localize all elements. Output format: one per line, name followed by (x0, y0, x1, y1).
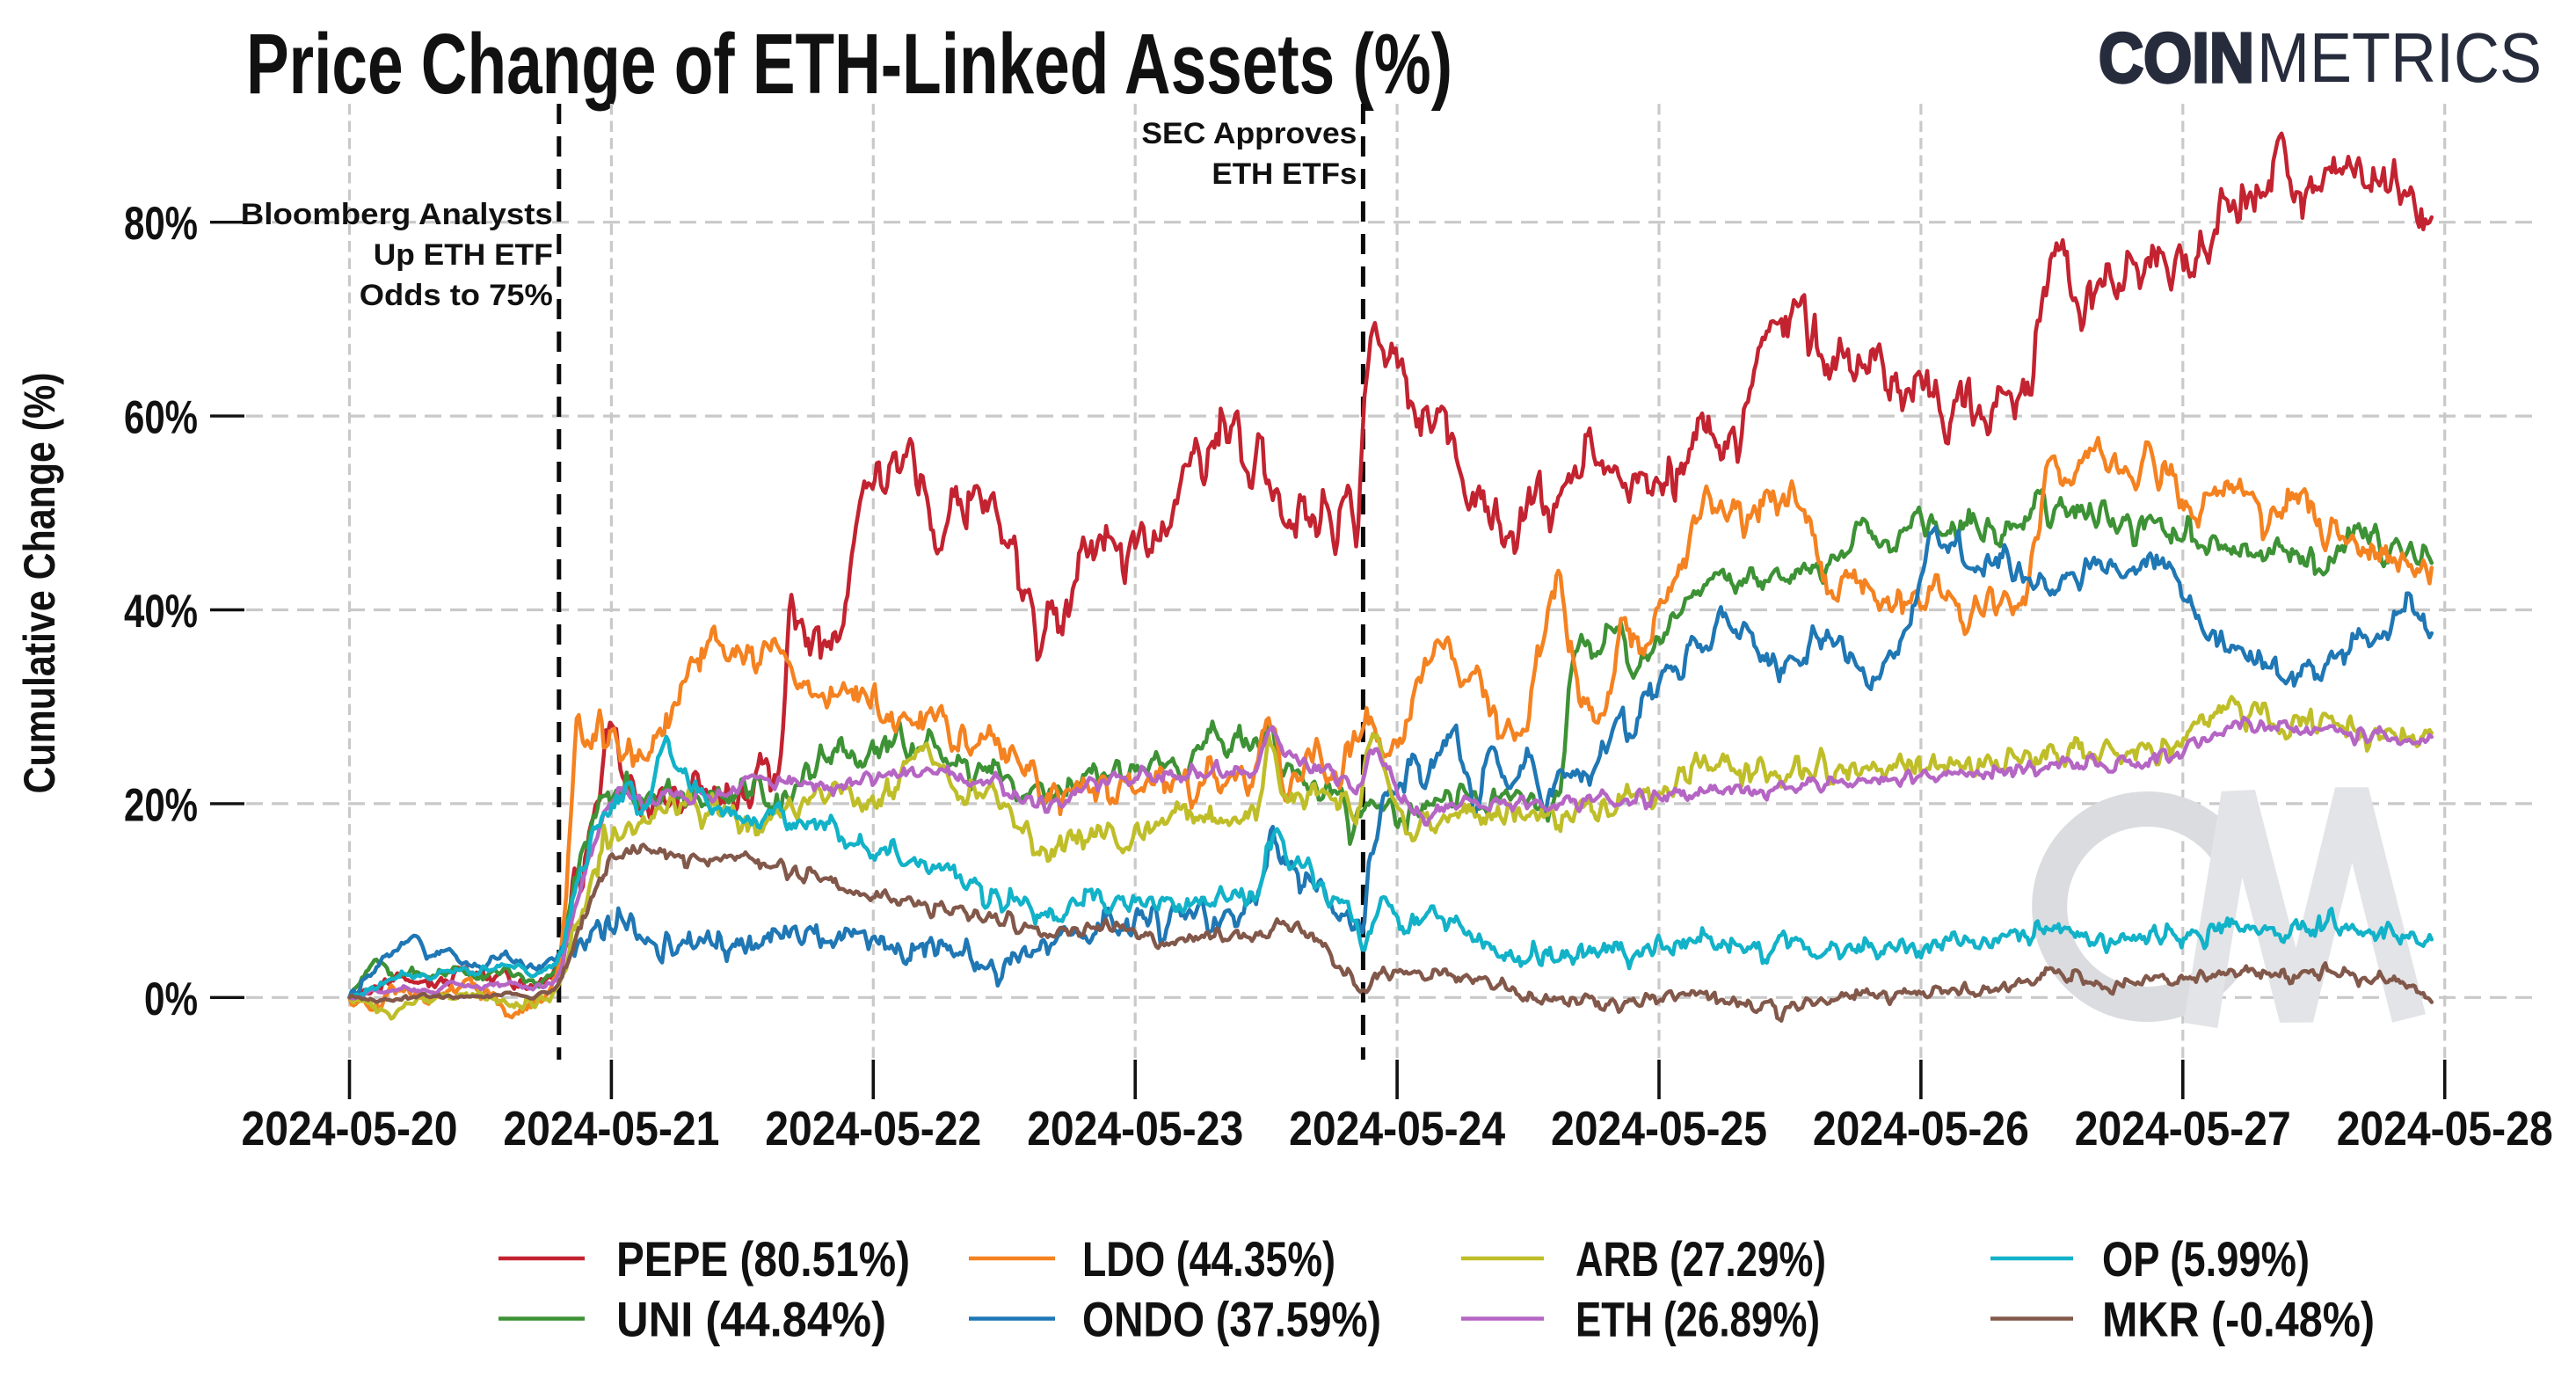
svg-text:Odds to 75%: Odds to 75% (360, 279, 553, 312)
svg-text:PEPE (80.51%): PEPE (80.51%) (616, 1231, 910, 1287)
svg-text:2024-05-20: 2024-05-20 (242, 1101, 458, 1156)
svg-text:2024-05-22: 2024-05-22 (765, 1101, 981, 1156)
svg-text:ARB (27.29%): ARB (27.29%) (1575, 1231, 1826, 1287)
svg-text:ETH ETFs: ETH ETFs (1212, 157, 1357, 191)
svg-text:Up ETH ETF: Up ETH ETF (374, 238, 553, 272)
svg-text:ETH (26.89%): ETH (26.89%) (1575, 1292, 1820, 1347)
svg-text:Cumulative Change (%): Cumulative Change (%) (15, 373, 64, 794)
svg-text:40%: 40% (124, 586, 198, 638)
svg-text:METRICS: METRICS (2257, 18, 2542, 97)
svg-text:2024-05-27: 2024-05-27 (2075, 1101, 2291, 1156)
svg-text:UNI (44.84%): UNI (44.84%) (616, 1292, 886, 1347)
svg-text:OP (5.99%): OP (5.99%) (2102, 1231, 2310, 1287)
svg-text:COIN: COIN (2099, 18, 2254, 97)
svg-text:LDO (44.35%): LDO (44.35%) (1082, 1231, 1335, 1287)
svg-text:Price Change of ETH-Linked Ass: Price Change of ETH-Linked Assets (%) (246, 16, 1452, 112)
svg-text:2024-05-28: 2024-05-28 (2337, 1101, 2553, 1156)
svg-text:2024-05-23: 2024-05-23 (1027, 1101, 1243, 1156)
svg-text:20%: 20% (124, 779, 198, 831)
svg-text:2024-05-21: 2024-05-21 (503, 1101, 719, 1156)
svg-text:Bloomberg Analysts: Bloomberg Analysts (241, 198, 553, 231)
svg-text:60%: 60% (124, 392, 198, 444)
svg-text:2024-05-24: 2024-05-24 (1289, 1101, 1505, 1156)
svg-text:80%: 80% (124, 198, 198, 250)
svg-text:0%: 0% (144, 973, 198, 1025)
svg-text:ONDO (37.59%): ONDO (37.59%) (1082, 1292, 1381, 1347)
svg-text:2024-05-25: 2024-05-25 (1551, 1101, 1767, 1156)
svg-text:MKR (-0.48%): MKR (-0.48%) (2102, 1292, 2375, 1347)
svg-text:SEC Approves: SEC Approves (1141, 117, 1357, 150)
svg-text:2024-05-26: 2024-05-26 (1813, 1101, 2029, 1156)
